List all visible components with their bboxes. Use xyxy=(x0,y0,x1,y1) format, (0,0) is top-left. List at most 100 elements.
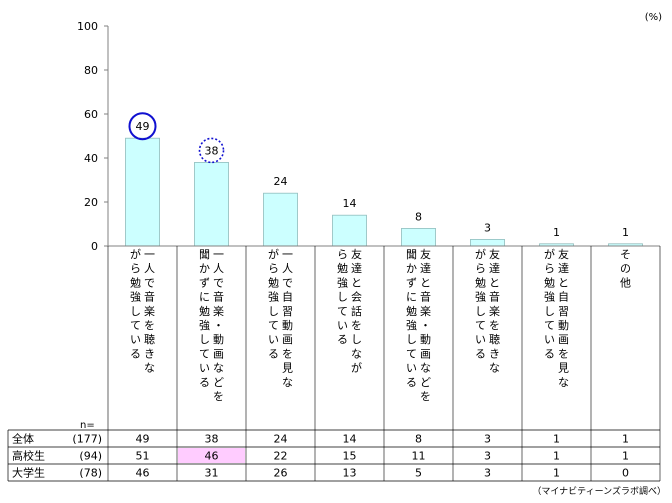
category-char: て xyxy=(406,347,417,360)
category-char: る xyxy=(199,376,210,389)
category-char: 達 xyxy=(558,262,569,275)
category-char: 聴 xyxy=(489,333,500,346)
table-cell: 1 xyxy=(622,433,629,446)
category-char: て xyxy=(268,319,279,332)
category-char: 強 xyxy=(544,291,555,304)
category-char: る xyxy=(544,347,555,360)
category-char: 楽 xyxy=(420,305,431,318)
category-char: て xyxy=(544,319,555,332)
bar xyxy=(263,192,298,247)
table-cell: 49 xyxy=(136,433,150,446)
category-char: る xyxy=(406,376,417,389)
category-char: ら xyxy=(268,262,279,275)
data-label: 1 xyxy=(622,226,629,239)
y-tick-label: 20 xyxy=(84,196,98,209)
category-char: 友 xyxy=(420,247,431,261)
category-char: し xyxy=(406,333,417,346)
row-label: 高校生 xyxy=(12,449,45,463)
category-char: で xyxy=(282,276,293,289)
category-char: き xyxy=(489,347,500,360)
category-char: 習 xyxy=(558,305,569,318)
category-char: を xyxy=(489,319,500,332)
category-char: ・ xyxy=(213,319,224,332)
category-char: を xyxy=(282,347,293,360)
category-char: と xyxy=(489,276,500,289)
category-char: て xyxy=(475,319,486,332)
category-char: 自 xyxy=(282,291,293,304)
table-cell: 24 xyxy=(274,433,288,446)
category-char: し xyxy=(544,305,555,318)
table-cell: 15 xyxy=(343,450,357,463)
category-char: き xyxy=(144,347,155,360)
table-row: 大学生 (78) 46 31 26 13 5 3 1 0 xyxy=(12,466,629,480)
category-char: ・ xyxy=(420,319,431,332)
row-label: 大学生 xyxy=(12,466,45,480)
category-char: 勉 xyxy=(337,261,348,275)
category-char: が xyxy=(475,247,486,261)
category-char: て xyxy=(199,347,210,360)
category-char: 勉 xyxy=(199,304,210,318)
category-char: ら xyxy=(337,248,348,261)
category-char: が xyxy=(351,361,362,375)
category-char: ど xyxy=(420,376,431,389)
y-tick-label: 60 xyxy=(84,108,98,121)
table-cell: 8 xyxy=(415,433,422,446)
category-char: る xyxy=(130,347,141,360)
category-char: 強 xyxy=(268,291,279,304)
category-char: し xyxy=(351,333,362,346)
table-cell: 14 xyxy=(343,433,357,446)
bar xyxy=(332,214,367,247)
category-char: 動 xyxy=(213,332,224,346)
category-char: ら xyxy=(130,262,141,275)
y-tick-label: 40 xyxy=(84,152,98,165)
category-char: が xyxy=(130,247,141,261)
bar xyxy=(401,227,436,247)
category-char: し xyxy=(268,305,279,318)
category-char: ら xyxy=(544,262,555,275)
category-char: 友 xyxy=(489,247,500,261)
category-char: 強 xyxy=(199,319,210,332)
category-char: 一 xyxy=(144,248,155,261)
category-char: 勉 xyxy=(268,275,279,289)
category-char: し xyxy=(130,305,141,318)
category-char: ら xyxy=(475,262,486,275)
category-char: そ xyxy=(620,248,631,261)
table-cell: 46 xyxy=(205,450,219,463)
data-label: 1 xyxy=(553,226,560,239)
table-row: 全体 (177) 49 38 24 14 8 3 1 1 xyxy=(12,432,629,446)
table-cell: 0 xyxy=(622,467,629,480)
table-cell: 51 xyxy=(136,450,150,463)
category-char: 動 xyxy=(420,332,431,346)
table-cell: 38 xyxy=(205,433,219,446)
category-char: る xyxy=(475,347,486,360)
category-char: 一 xyxy=(282,248,293,261)
category-char: 強 xyxy=(406,319,417,332)
category-char: 勉 xyxy=(544,275,555,289)
category-char: 聞 xyxy=(406,248,417,261)
category-char: か xyxy=(199,262,210,275)
category-char: 友 xyxy=(351,247,362,261)
source-note: （マイナビティーンズラボ調べ） xyxy=(532,485,666,497)
category-char: 自 xyxy=(558,291,569,304)
row-n: (94) xyxy=(79,450,102,463)
category-char: 楽 xyxy=(144,305,155,318)
category-char: し xyxy=(199,333,210,346)
category-char: に xyxy=(406,291,417,304)
category-char: 勉 xyxy=(475,275,486,289)
unit-label: (%) xyxy=(645,12,662,23)
table-cell: 3 xyxy=(484,450,491,463)
category-char: い xyxy=(199,362,210,375)
row-n: (78) xyxy=(79,467,102,480)
category-char: か xyxy=(406,262,417,275)
category-char: 勉 xyxy=(130,275,141,289)
table-cell: 1 xyxy=(622,450,629,463)
category-char: 画 xyxy=(558,333,569,346)
